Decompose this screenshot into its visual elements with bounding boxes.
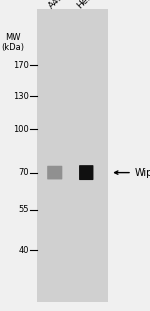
Text: 55: 55 <box>19 206 29 214</box>
FancyBboxPatch shape <box>47 166 62 179</box>
Text: HeLa: HeLa <box>75 0 98 11</box>
Bar <box>37 9 108 302</box>
Text: 170: 170 <box>13 61 29 70</box>
Text: Wip1: Wip1 <box>134 168 150 178</box>
Text: 40: 40 <box>19 246 29 255</box>
Text: A431: A431 <box>47 0 70 11</box>
FancyBboxPatch shape <box>79 165 93 180</box>
Text: MW
(kDa): MW (kDa) <box>1 33 24 52</box>
Text: 70: 70 <box>19 168 29 177</box>
Text: 130: 130 <box>13 92 29 101</box>
Text: 100: 100 <box>14 125 29 133</box>
